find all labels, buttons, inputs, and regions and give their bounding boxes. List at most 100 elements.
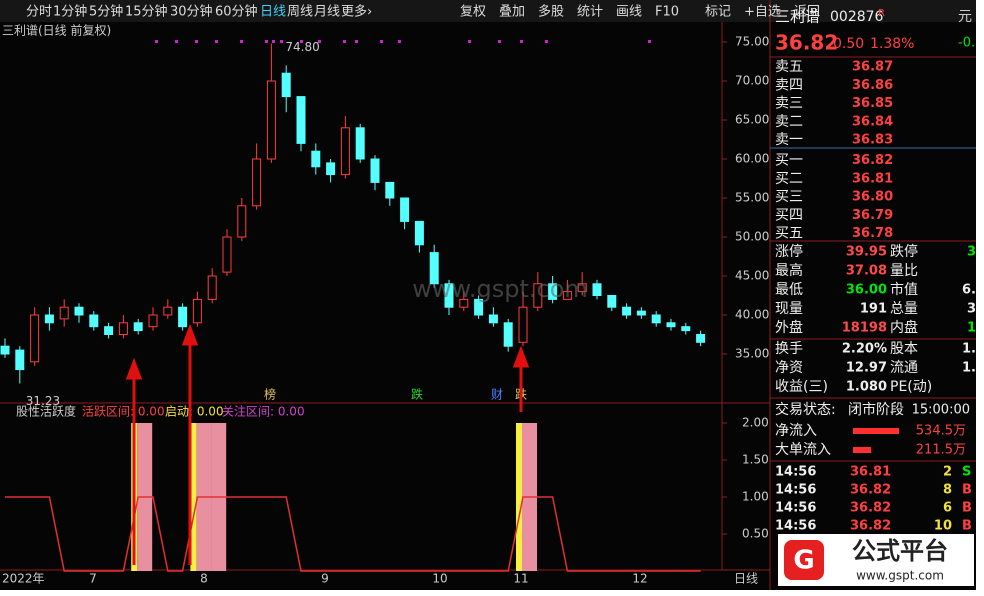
period-tab[interactable]: 15分钟 (125, 4, 168, 20)
stat-label: 量比 (890, 263, 918, 279)
tool-button[interactable]: +自选 (744, 5, 781, 20)
attention-line (5, 496, 701, 572)
tool-button[interactable]: 统计 (577, 5, 603, 20)
period-tab[interactable]: 月线 (314, 5, 340, 20)
flow-bar (853, 428, 899, 434)
tool-button[interactable]: 标记 (705, 5, 731, 20)
stat-label: 换手 (775, 340, 803, 357)
date-label: 10 (432, 572, 447, 586)
stat-value: 3 (967, 245, 976, 260)
tool-button[interactable]: 复权 (460, 4, 486, 20)
date-label: 11 (513, 572, 528, 586)
candle-body (222, 236, 232, 273)
candle-body (207, 275, 217, 300)
book-label: 买二 (775, 171, 803, 187)
flow-value: 534.5万 (916, 424, 966, 439)
tool-button[interactable]: 返回 (794, 5, 820, 20)
start-bar (190, 423, 197, 571)
stat-value: 37.08 (846, 264, 887, 279)
trade-side: B (962, 483, 972, 498)
tool-button[interactable]: F10 (655, 5, 679, 20)
candle-body (370, 158, 380, 183)
period-label: 日线 (734, 572, 758, 586)
candle-body (118, 322, 128, 335)
tool-button[interactable]: 叠加 (499, 5, 525, 20)
stat-value: 6. (962, 283, 976, 298)
flow-label: 净流入 (775, 423, 817, 439)
stat-value: 39.95 (846, 245, 887, 260)
trade-volume: 6 (943, 501, 952, 516)
candle-body (681, 326, 691, 332)
trade-volume: 2 (943, 465, 952, 480)
trade-time: 14:56 (775, 501, 816, 516)
candle-body (326, 162, 336, 176)
period-tab[interactable]: 30分钟 (170, 4, 213, 20)
price-change: 0.50 (833, 36, 864, 52)
period-tab[interactable]: 日线 (260, 5, 286, 20)
book-price: 36.87 (852, 60, 893, 75)
candle-body (474, 298, 484, 316)
candle-body (592, 283, 602, 296)
candle-body (503, 322, 513, 347)
price-tick-label: 60.00 (735, 152, 769, 166)
book-price: 36.86 (852, 78, 893, 93)
stat-label: 收益(三) (775, 379, 828, 395)
candle-body (89, 314, 99, 328)
trade-volume: 10 (934, 519, 952, 534)
stat-value: 2.20% (842, 342, 887, 357)
stat-label: 股本 (890, 341, 918, 357)
candle-body (59, 306, 69, 320)
period-tab[interactable]: 分时 (26, 5, 52, 20)
stat-value: 1.080 (846, 380, 887, 395)
candle-body (252, 158, 262, 207)
period-tab[interactable]: 5分钟 (89, 4, 123, 20)
period-tab[interactable]: 60分钟 (215, 4, 258, 20)
candle-body (607, 295, 617, 308)
stat-value: 1. (962, 342, 976, 357)
candle-body (148, 314, 158, 328)
indicator-legend: 活跃区间: 0.00 (82, 405, 165, 419)
period-tab[interactable]: 更多› (341, 4, 372, 20)
book-label: 卖三 (775, 96, 803, 112)
trade-volume: 8 (943, 483, 952, 498)
candle-body (340, 127, 350, 176)
candle-body (636, 310, 646, 316)
flow-value: 211.5万 (916, 443, 966, 458)
candle-body (696, 334, 706, 343)
trade-side: S (962, 465, 971, 480)
book-price: 36.83 (852, 133, 893, 148)
stat-value: 191 (860, 302, 887, 317)
candle-body (237, 205, 247, 238)
stat-label: 最低 (775, 282, 803, 298)
book-label: 买五 (775, 226, 803, 242)
book-label: 卖二 (775, 114, 803, 130)
stat-value: 3 (967, 302, 976, 317)
candle-body (178, 306, 188, 328)
stat-label: 外盘 (775, 319, 803, 336)
book-price: 36.85 (852, 96, 893, 111)
trade-time: 14:56 (775, 519, 816, 534)
candle-body (459, 298, 469, 308)
candle-body (666, 322, 676, 328)
status-value: 闭市阶段 (848, 401, 904, 418)
price-tick-label: 70.00 (735, 74, 769, 88)
period-tab[interactable]: 1分钟 (53, 4, 87, 20)
stat-label: 净资 (775, 360, 803, 376)
stat-value: 1. (962, 361, 976, 376)
tool-button[interactable]: 画线 (616, 5, 642, 20)
tool-button[interactable]: 多股 (538, 4, 564, 20)
trade-side: B (962, 501, 972, 516)
toolbar-bg (0, 0, 976, 22)
stat-label: 市值 (890, 281, 918, 298)
period-tab[interactable]: 周线 (287, 5, 313, 20)
candle-body (429, 252, 439, 285)
book-label: 卖一 (775, 132, 803, 148)
stat-value: 18198 (842, 321, 887, 336)
book-price: 36.84 (852, 114, 893, 129)
price-pct: 1.38% (870, 36, 914, 52)
indicator-tick-label: 1.50 (742, 453, 769, 467)
candle-body (518, 306, 528, 343)
candle-body (266, 80, 276, 160)
high-label: 74.80 (285, 40, 319, 54)
